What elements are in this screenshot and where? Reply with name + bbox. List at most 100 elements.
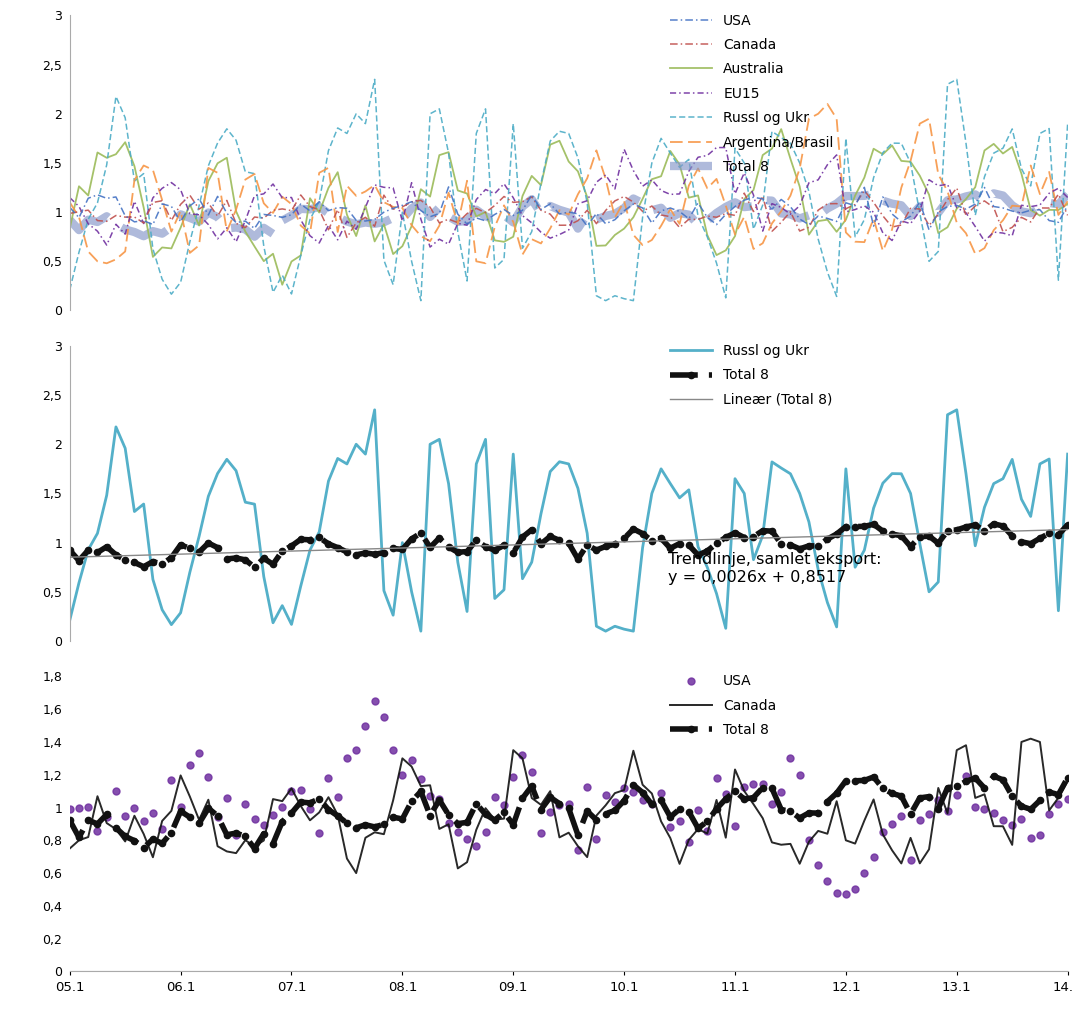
Line: USA: USA [70, 187, 1068, 230]
Total 8 [63, 814, 76, 827]
USA [137, 814, 150, 827]
Canada [608, 194, 621, 207]
Total 8 [618, 201, 631, 214]
Canada [729, 210, 741, 222]
Canada [137, 217, 150, 229]
USA [608, 214, 621, 226]
Russl og Ukr [618, 623, 631, 635]
USA [923, 224, 936, 236]
Canada [350, 867, 363, 879]
Argentina/Brasil [821, 98, 834, 110]
Russl og Ukr [340, 127, 353, 140]
Argentina/Brasil [729, 228, 741, 241]
Total 8 [987, 770, 1000, 782]
USA [1061, 199, 1073, 212]
Russl og Ukr [137, 498, 150, 510]
EU15 [1061, 191, 1073, 204]
Total 8 [987, 518, 1000, 530]
Total 8 [608, 804, 621, 816]
Total 8 [137, 842, 150, 854]
Line: Argentina/Brasil: Argentina/Brasil [70, 104, 1068, 263]
Total 8 [729, 196, 741, 209]
Canada [63, 208, 76, 220]
Australia [276, 279, 289, 291]
EU15 [608, 183, 621, 195]
Canada [406, 195, 418, 208]
Canada [618, 783, 631, 796]
Total 8 [248, 561, 261, 574]
Total 8 [248, 842, 261, 854]
Canada [137, 828, 150, 840]
Total 8 [406, 203, 418, 215]
Canada [951, 182, 964, 194]
Total 8 [350, 821, 363, 834]
USA [608, 796, 621, 808]
Total 8 [1061, 188, 1073, 200]
Line: Australia: Australia [70, 130, 1068, 285]
Australia [137, 201, 150, 214]
Total 8 [987, 187, 1000, 199]
USA [729, 200, 741, 213]
USA [442, 181, 455, 193]
Russl og Ukr [738, 487, 751, 500]
Russl og Ukr [368, 73, 381, 85]
Australia [63, 222, 76, 234]
Argentina/Brasil [406, 219, 418, 231]
Australia [350, 230, 363, 243]
Argentina/Brasil [1061, 195, 1073, 208]
Total 8 [137, 560, 150, 573]
Line: Lineær (Total 8): Lineær (Total 8) [70, 529, 1068, 557]
Total 8 [729, 526, 741, 539]
EU15 [396, 215, 409, 227]
Canada [1061, 209, 1073, 221]
USA [63, 803, 76, 815]
Russl og Ukr [1061, 448, 1073, 461]
Lineær (Total 8) [608, 536, 621, 548]
Canada [340, 852, 353, 865]
Line: Russl og Ukr: Russl og Ukr [70, 410, 1068, 631]
USA [396, 199, 409, 212]
Total 8 [137, 230, 150, 243]
Russl og Ukr [1061, 117, 1073, 130]
USA [63, 201, 76, 214]
Argentina/Brasil [608, 212, 621, 224]
Russl og Ukr [414, 294, 427, 306]
Argentina/Brasil [100, 257, 113, 269]
Total 8 [350, 218, 363, 230]
Total 8 [608, 539, 621, 551]
Total 8 [406, 533, 418, 545]
Canada [340, 231, 353, 244]
Legend: Russl og Ukr, Total 8, Lineær (Total 8): Russl og Ukr, Total 8, Lineær (Total 8) [671, 344, 833, 407]
Lineær (Total 8) [1061, 523, 1073, 536]
Russl og Ukr [63, 614, 76, 626]
Argentina/Brasil [146, 163, 159, 176]
Line: Total 8: Total 8 [70, 193, 1068, 236]
Line: EU15: EU15 [70, 148, 1068, 247]
Russl og Ukr [627, 294, 640, 306]
USA [340, 752, 353, 765]
Total 8 [1061, 772, 1073, 784]
Lineær (Total 8) [340, 544, 353, 556]
Line: USA: USA [67, 698, 1071, 897]
EU15 [424, 241, 437, 253]
Russl og Ukr [738, 157, 751, 170]
EU15 [137, 217, 150, 229]
Total 8 [63, 544, 76, 556]
USA [618, 782, 631, 795]
Russl og Ukr [627, 625, 640, 637]
Total 8 [248, 230, 261, 243]
Lineær (Total 8) [137, 549, 150, 561]
Russl og Ukr [368, 404, 381, 416]
EU15 [738, 167, 751, 179]
Line: Russl og Ukr: Russl og Ukr [70, 79, 1068, 300]
Russl og Ukr [406, 255, 418, 267]
Australia [1061, 197, 1073, 210]
Russl og Ukr [137, 168, 150, 180]
USA [137, 215, 150, 227]
Total 8 [63, 214, 76, 226]
Australia [608, 229, 621, 242]
Australia [406, 220, 418, 232]
USA [1061, 794, 1073, 806]
Argentina/Brasil [350, 189, 363, 201]
Russl og Ukr [414, 625, 427, 637]
